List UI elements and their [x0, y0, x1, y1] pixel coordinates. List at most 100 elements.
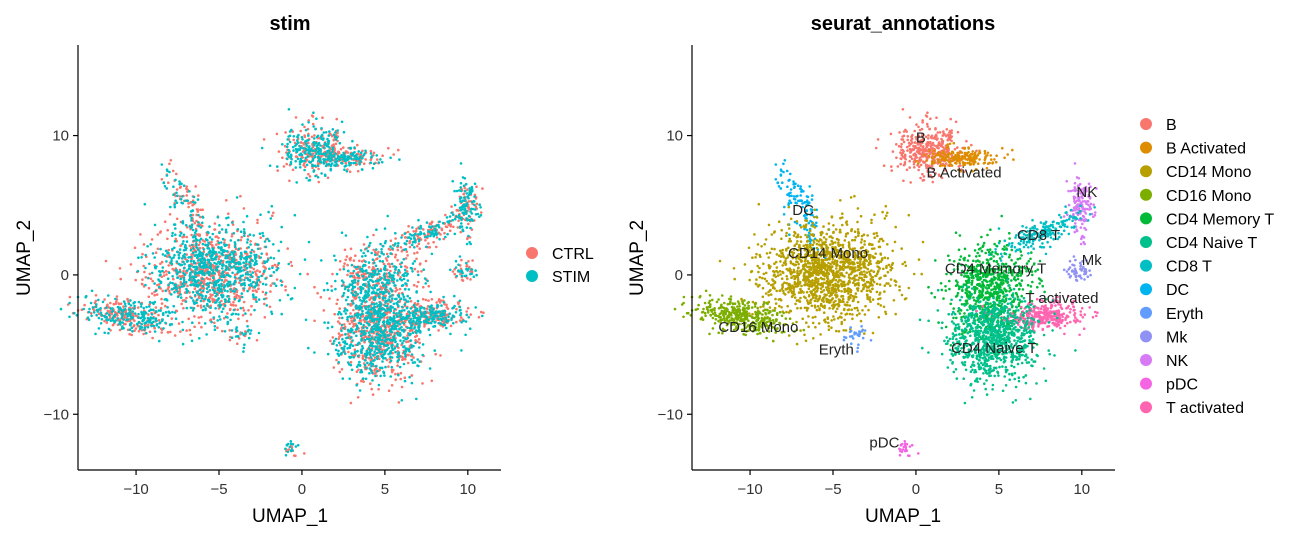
data-point [89, 301, 93, 305]
data-point [213, 222, 217, 225]
data-point [287, 155, 291, 158]
data-point [390, 338, 394, 342]
data-point [365, 285, 369, 288]
data-point [474, 213, 478, 216]
data-point [380, 288, 383, 291]
data-point [168, 323, 172, 327]
data-point [390, 262, 394, 266]
data-point [173, 290, 176, 294]
data-point [204, 294, 208, 298]
data-point [409, 307, 413, 310]
data-point [344, 332, 347, 336]
data-point [374, 248, 378, 251]
data-point [322, 309, 326, 312]
data-point [178, 234, 182, 237]
data-point [378, 288, 381, 291]
data-point [231, 271, 234, 275]
data-point [204, 308, 207, 312]
data-point [298, 153, 301, 156]
data-point [319, 149, 322, 153]
data-point [401, 293, 405, 296]
data-point [364, 377, 368, 381]
data-point [403, 232, 407, 235]
data-point [192, 307, 196, 310]
data-point [182, 184, 186, 187]
data-point [380, 350, 384, 354]
data-point [213, 325, 217, 328]
data-point [261, 290, 265, 294]
data-point [384, 365, 387, 369]
data-point [140, 255, 143, 259]
data-point [423, 307, 426, 310]
data-point [351, 271, 355, 275]
data-point [473, 195, 476, 198]
data-point [196, 256, 199, 260]
data-point [454, 311, 458, 314]
data-point [400, 305, 404, 309]
data-point [194, 229, 198, 232]
data-point [346, 263, 349, 267]
data-point [408, 319, 411, 323]
data-point [298, 144, 302, 148]
data-point [408, 233, 412, 236]
data-point [180, 274, 184, 278]
data-point [334, 279, 337, 283]
data-point [179, 198, 183, 201]
data-point [180, 302, 183, 306]
data-point [221, 294, 225, 297]
data-point [449, 332, 452, 336]
data-point [425, 245, 428, 249]
data-point [198, 241, 202, 244]
data-point [411, 262, 415, 265]
data-point [386, 268, 389, 272]
data-point [115, 300, 118, 304]
data-point [235, 329, 239, 333]
data-point [473, 182, 477, 186]
data-point [361, 377, 365, 380]
data-point [352, 316, 356, 319]
data-point [288, 179, 291, 183]
data-point [204, 264, 208, 267]
data-point [343, 168, 346, 171]
data-point [359, 155, 362, 158]
data-point [259, 247, 262, 250]
data-point [174, 227, 177, 230]
data-point [311, 166, 314, 170]
data-point [926, 111, 929, 114]
data-point [127, 302, 131, 306]
data-point [232, 308, 236, 312]
data-point [220, 272, 224, 275]
data-point [342, 291, 346, 295]
data-point [383, 227, 387, 230]
data-point [432, 325, 435, 328]
data-point [239, 194, 242, 198]
data-point [336, 129, 340, 132]
data-point [410, 329, 414, 332]
data-point [421, 297, 425, 301]
data-point [389, 327, 393, 331]
data-point [371, 258, 375, 262]
data-point [322, 131, 326, 134]
data-point [404, 271, 407, 275]
data-point [377, 383, 381, 387]
data-point [212, 266, 216, 270]
data-point [377, 310, 381, 314]
data-point [241, 313, 245, 317]
data-point [389, 352, 393, 355]
data-point [307, 119, 311, 122]
data-point [248, 270, 252, 273]
data-point [256, 279, 260, 282]
data-point [423, 323, 426, 326]
data-point [373, 327, 376, 331]
data-point [362, 251, 366, 255]
data-point [217, 271, 221, 275]
data-point [408, 333, 412, 337]
data-point [100, 313, 103, 317]
data-point [415, 227, 418, 231]
data-point [457, 219, 460, 223]
data-point [329, 159, 332, 163]
data-point [137, 316, 140, 319]
data-point [336, 320, 340, 323]
data-point [352, 269, 356, 273]
data-point [301, 138, 304, 141]
